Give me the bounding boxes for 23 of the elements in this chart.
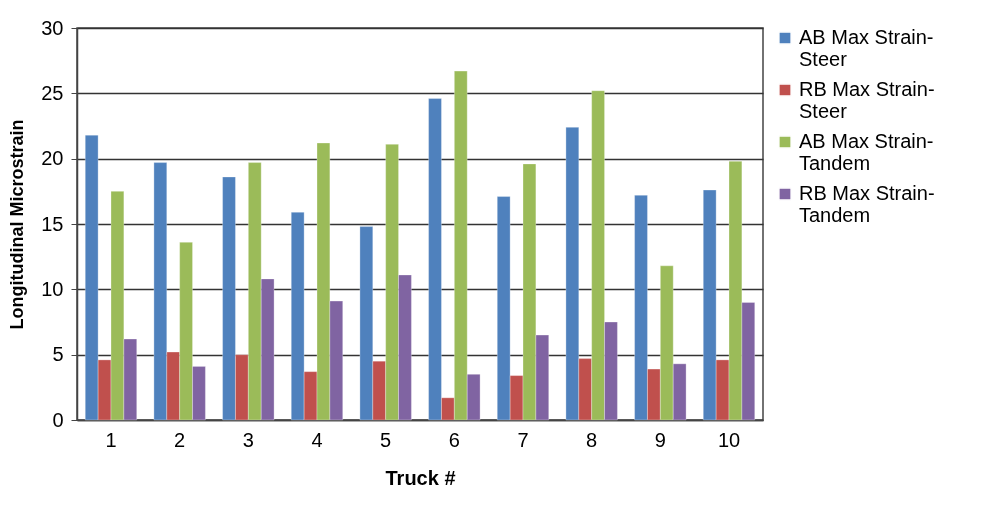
legend-label: AB Max Strain-Tandem: [799, 130, 934, 174]
legend-label: AB Max Strain-Steer: [799, 26, 934, 70]
x-tick-label: 4: [311, 428, 323, 451]
x-tick-label: 1: [105, 428, 117, 451]
x-tick-label: 6: [448, 428, 460, 451]
x-tick-label: 8: [586, 428, 598, 451]
y-tick-label: 15: [41, 212, 64, 235]
y-axis-title: Longitudinal Microstrain: [7, 119, 28, 330]
x-axis-title: Truck #: [385, 466, 456, 489]
x-tick-label: 2: [174, 428, 186, 451]
x-tick-label: 3: [242, 428, 254, 451]
y-tick-label: 30: [41, 16, 64, 39]
legend-label: RB Max Strain-Tandem: [799, 182, 935, 226]
legend-label: RB Max Strain-Steer: [799, 78, 935, 122]
y-tick-label: 10: [41, 277, 64, 300]
x-tick-label: 9: [654, 428, 666, 451]
y-tick-label: 25: [41, 81, 64, 104]
y-tick-label: 5: [52, 343, 64, 366]
x-tick-label: 7: [517, 428, 529, 451]
x-tick-label: 10: [717, 428, 741, 451]
y-tick-label: 0: [52, 408, 64, 431]
x-tick-label: 5: [380, 428, 392, 451]
y-tick-label: 20: [41, 147, 64, 170]
